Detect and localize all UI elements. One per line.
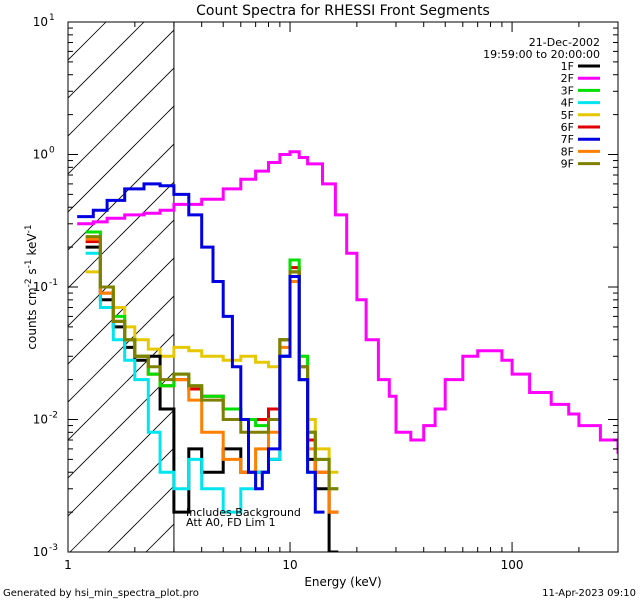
y-tick-exponent: -3 <box>49 543 58 553</box>
hatch-line <box>602 22 640 552</box>
y-tick-exponent: -2 <box>49 411 58 421</box>
y-tick-label: 10 <box>33 280 48 294</box>
x-axis-label: Energy (keV) <box>304 575 381 589</box>
y-tick-exponent: 1 <box>49 13 55 23</box>
y-axis-label-s: s <box>25 268 39 278</box>
x-tick-label: 1 <box>64 558 72 572</box>
legend-label-3F: 3F <box>561 84 574 97</box>
generated-by-label: Generated by hsi_min_spectra_plot.pro <box>3 588 199 599</box>
hatch-line <box>68 29 174 137</box>
annotation-attenuator: Att A0, FD Lim 1 <box>186 516 276 529</box>
hatch-line <box>564 22 640 552</box>
y-tick-label: 10 <box>33 545 48 559</box>
date-label: 21-Dec-2002 <box>529 36 600 49</box>
y-tick-exponent: -1 <box>49 278 58 288</box>
y-axis-label: counts cm-2 s-1 keV-1 <box>24 224 39 349</box>
series-9F-line <box>85 235 339 491</box>
hatch-line <box>222 22 640 552</box>
y-axis-label-exp3: -1 <box>24 224 34 233</box>
plot-frame <box>67 21 619 553</box>
chart-title: Count Spectra for RHESSI Front Segments <box>196 3 490 19</box>
y-tick-label: 10 <box>33 15 48 29</box>
hatch-line <box>68 105 174 213</box>
y-tick-label: 10 <box>33 148 48 162</box>
y-axis-label-kev: keV <box>25 233 39 260</box>
hatch-line <box>68 371 174 479</box>
legend-label-4F: 4F <box>561 97 574 110</box>
series-4F-line <box>85 251 317 514</box>
axis-ticks <box>67 21 619 553</box>
hatch-line <box>68 67 174 175</box>
hatch-line <box>68 257 174 365</box>
legend-label-8F: 8F <box>561 145 574 158</box>
y-axis-label-base: counts cm <box>25 287 39 349</box>
legend-label-9F: 9F <box>561 158 574 171</box>
y-axis-label-exp2: -1 <box>24 259 34 268</box>
legend-label-2F: 2F <box>561 72 574 85</box>
x-tick-label: 10 <box>282 558 297 572</box>
hatch-line <box>374 22 640 552</box>
series-7F-line <box>77 182 325 514</box>
y-axis-label-exp1: -2 <box>24 278 34 287</box>
legend-label-5F: 5F <box>561 109 574 122</box>
series-2F-line <box>77 150 618 454</box>
x-tick-label: 100 <box>501 558 524 572</box>
annotation-background: Includes Background <box>186 506 301 519</box>
time-range-label: 19:59:00 to 20:00:00 <box>483 48 600 61</box>
y-tick-label: 10 <box>33 413 48 427</box>
hatch-line <box>68 409 174 517</box>
hatch-line <box>69 447 174 552</box>
legend-label-7F: 7F <box>561 133 574 146</box>
legend-label-6F: 6F <box>561 121 574 134</box>
legend-label-1F: 1F <box>561 60 574 73</box>
timestamp-label: 11-Apr-2023 09:10 <box>542 588 636 599</box>
y-tick-exponent: 0 <box>49 146 55 156</box>
hatch-line <box>412 22 640 552</box>
